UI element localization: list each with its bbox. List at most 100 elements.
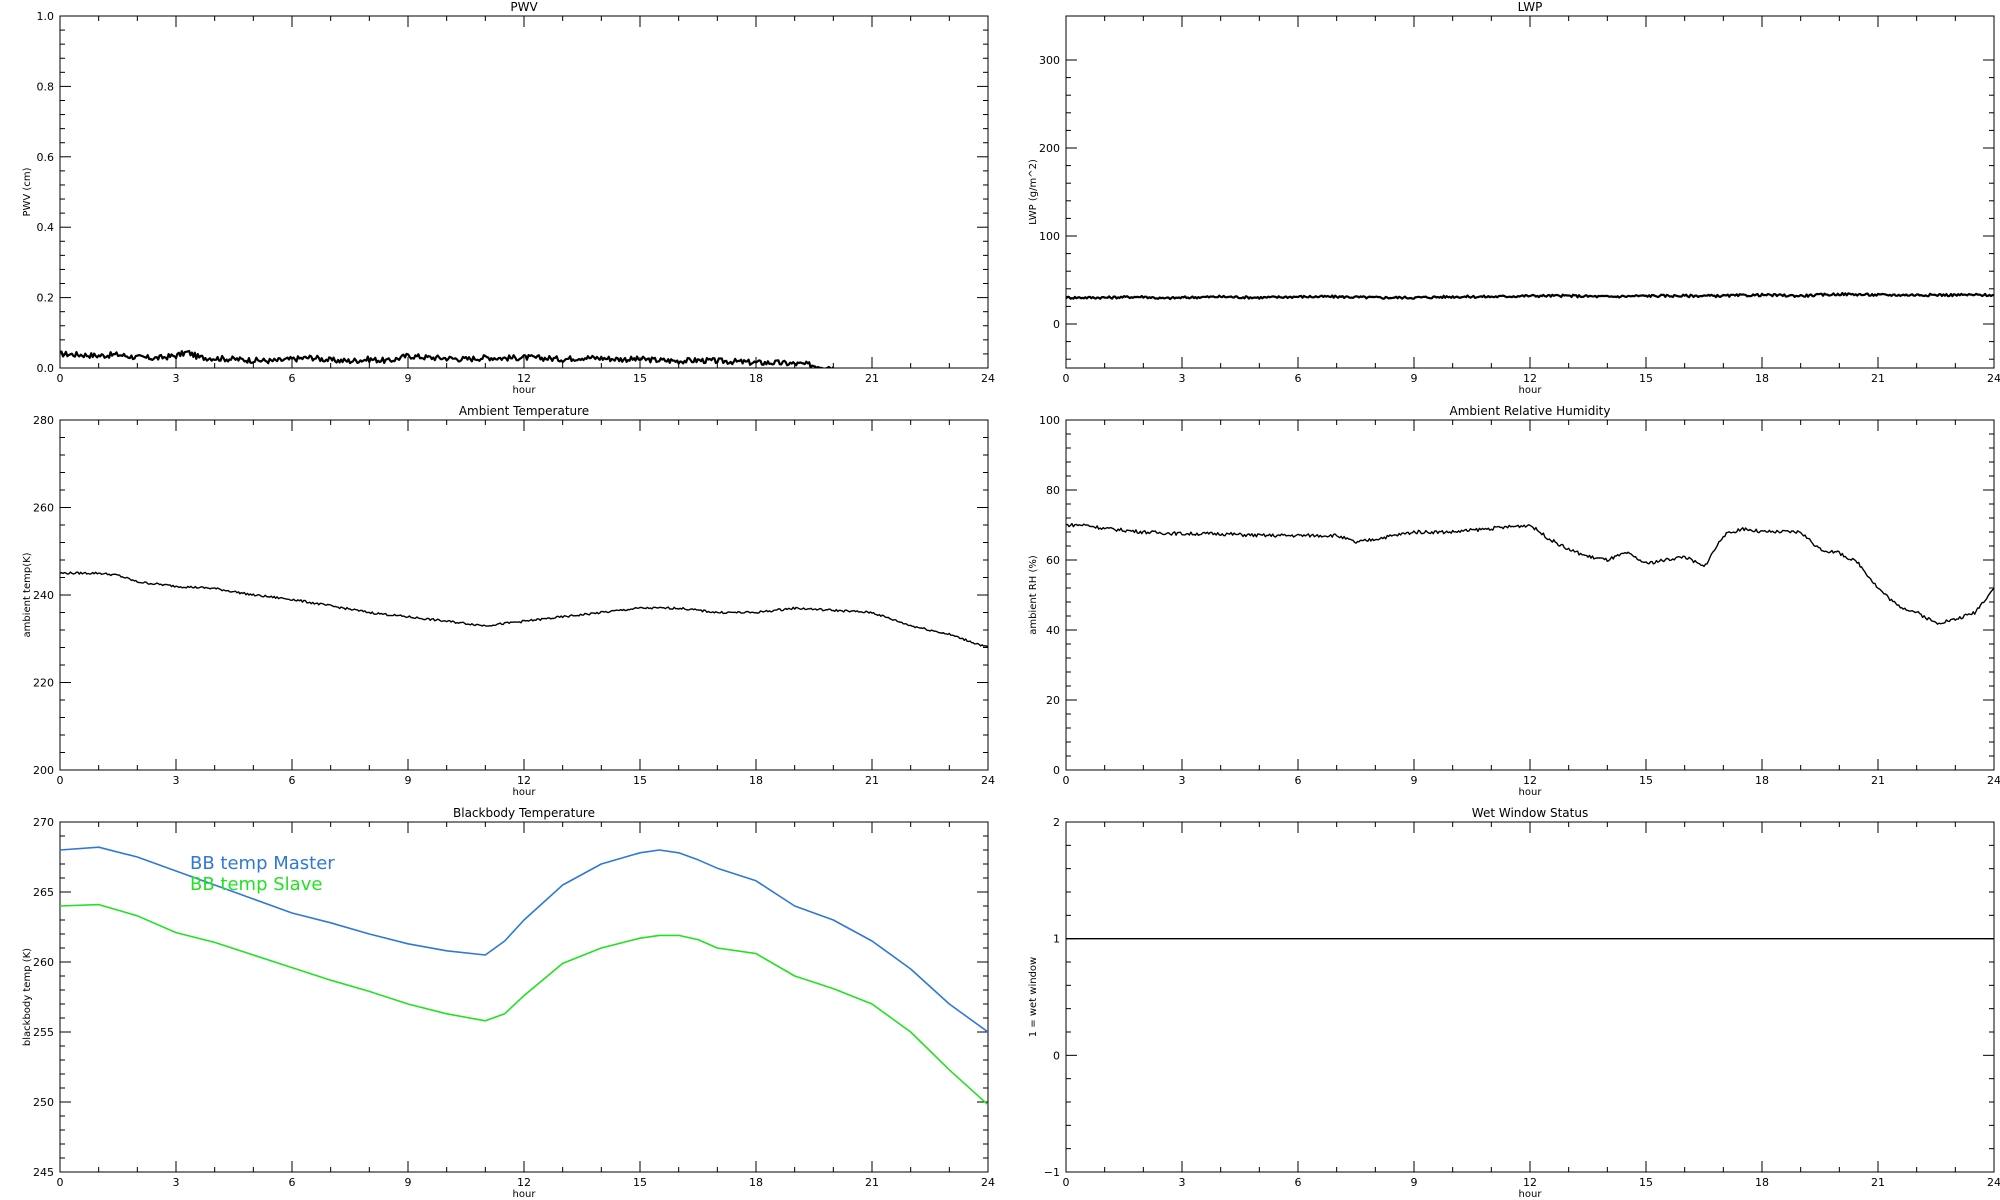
y-tick-label: 200 — [33, 764, 54, 777]
y-axis-label: 1 = wet window — [1028, 957, 1039, 1037]
x-tick-label: 9 — [1411, 372, 1418, 385]
plot-frame — [1065, 821, 1995, 1173]
series-line-0 — [60, 349, 835, 368]
x-tick-label: 24 — [981, 774, 995, 787]
x-tick-label: 12 — [1523, 774, 1537, 787]
y-tick-label: 240 — [33, 589, 54, 602]
x-tick-label: 0 — [1063, 372, 1070, 385]
x-tick-label: 9 — [405, 372, 412, 385]
x-tick-label: 0 — [1063, 774, 1070, 787]
y-axis-label: PWV (cm) — [22, 167, 33, 216]
x-tick-label: 15 — [633, 1176, 647, 1189]
x-tick-label: 24 — [1987, 372, 2000, 385]
x-tick-label: 6 — [1295, 774, 1302, 787]
x-tick-label: 18 — [1755, 774, 1769, 787]
x-tick-label: 21 — [1871, 774, 1885, 787]
x-axis-label: hour — [513, 787, 537, 798]
chart-title: PWV — [510, 0, 538, 14]
y-tick-label: 1 — [1053, 933, 1060, 946]
x-tick-label: 18 — [1755, 1176, 1769, 1189]
y-tick-label: 20 — [1046, 694, 1060, 707]
x-tick-label: 15 — [1639, 1176, 1653, 1189]
chart-panel-2: Ambient Temperature 0 3 6 9 12 15 18 21 24 hour 200… — [22, 404, 995, 798]
y-tick-label: 300 — [1039, 54, 1060, 67]
x-tick-label: 9 — [405, 1176, 412, 1189]
y-tick-label: 0.2 — [37, 292, 55, 305]
x-tick-label: 24 — [981, 1176, 995, 1189]
y-tick-label: 0 — [1053, 1049, 1060, 1062]
y-tick-label: 100 — [1039, 230, 1060, 243]
x-tick-label: 18 — [749, 1176, 763, 1189]
chart-panel-1: LWP 0 3 6 9 12 15 18 21 24 hour 0 100 200 300 LWP (g/m^… — [1028, 0, 2000, 396]
x-tick-label: 12 — [517, 774, 531, 787]
y-tick-label: 260 — [33, 956, 54, 969]
y-tick-label: 260 — [33, 502, 54, 515]
x-axis-label: hour — [1519, 1189, 1543, 1200]
x-tick-label: 21 — [865, 372, 879, 385]
series-line-0 — [1066, 522, 1994, 625]
y-tick-label: 2 — [1053, 816, 1060, 829]
x-tick-label: 6 — [289, 1176, 296, 1189]
x-tick-label: 24 — [1987, 774, 2000, 787]
x-tick-label: 3 — [173, 372, 180, 385]
plot-frame — [1065, 15, 1995, 369]
x-tick-label: 3 — [1179, 774, 1186, 787]
y-tick-label: 255 — [33, 1026, 54, 1039]
y-tick-label: 0.4 — [37, 221, 55, 234]
chart-title: Ambient Relative Humidity — [1450, 404, 1611, 418]
x-tick-label: 18 — [749, 774, 763, 787]
legend-entry: BB temp Slave — [190, 874, 322, 895]
x-tick-label: 18 — [1755, 372, 1769, 385]
x-tick-label: 0 — [57, 774, 64, 787]
chart-title: Wet Window Status — [1472, 806, 1588, 820]
y-tick-label: 100 — [1039, 414, 1060, 427]
x-axis-label: hour — [1519, 385, 1543, 396]
series-line-0 — [60, 571, 988, 648]
chart-title: Ambient Temperature — [459, 404, 589, 418]
x-tick-label: 12 — [1523, 1176, 1537, 1189]
x-tick-label: 0 — [1063, 1176, 1070, 1189]
y-tick-label: 265 — [33, 886, 54, 899]
series-line-0 — [1066, 291, 1994, 301]
y-axis-label: blackbody temp (K) — [22, 948, 33, 1046]
y-tick-label: −1 — [1044, 1166, 1060, 1179]
plot-frame — [1065, 419, 1995, 771]
x-tick-label: 15 — [633, 774, 647, 787]
x-tick-label: 6 — [289, 774, 296, 787]
y-tick-label: 0.8 — [37, 80, 55, 93]
plot-frame — [59, 15, 989, 369]
y-tick-label: 280 — [33, 414, 54, 427]
x-axis-label: hour — [513, 1189, 537, 1200]
y-axis-label: LWP (g/m^2) — [1028, 159, 1039, 225]
chart-panel-3: Ambient Relative Humidity 0 3 6 9 12 15 18 21 24 h… — [1028, 404, 2000, 798]
x-axis-label: hour — [1519, 787, 1543, 798]
x-tick-label: 24 — [1987, 1176, 2000, 1189]
x-tick-label: 21 — [865, 774, 879, 787]
x-tick-label: 6 — [1295, 1176, 1302, 1189]
y-tick-label: 0 — [1053, 318, 1060, 331]
x-tick-label: 3 — [173, 1176, 180, 1189]
x-tick-label: 3 — [1179, 1176, 1186, 1189]
x-tick-label: 9 — [1411, 774, 1418, 787]
chart-panel-0: PWV 0 3 6 9 12 15 18 21 24 hour 0.0 0.2 0.4 0.6 0.8 1.0 P… — [22, 0, 995, 396]
y-tick-label: 200 — [1039, 142, 1060, 155]
x-tick-label: 3 — [1179, 372, 1186, 385]
x-tick-label: 18 — [749, 372, 763, 385]
x-tick-label: 21 — [865, 1176, 879, 1189]
x-tick-label: 9 — [1411, 1176, 1418, 1189]
y-axis-label: ambient RH (%) — [1028, 555, 1039, 635]
x-tick-label: 15 — [1639, 372, 1653, 385]
x-tick-label: 6 — [289, 372, 296, 385]
y-tick-label: 80 — [1046, 484, 1060, 497]
x-tick-label: 9 — [405, 774, 412, 787]
x-tick-label: 0 — [57, 372, 64, 385]
y-tick-label: 245 — [33, 1166, 54, 1179]
x-tick-label: 24 — [981, 372, 995, 385]
y-tick-label: 1.0 — [37, 10, 55, 23]
x-tick-label: 15 — [1639, 774, 1653, 787]
y-tick-label: 0.0 — [37, 362, 55, 375]
y-tick-label: 270 — [33, 816, 54, 829]
y-tick-label: 0 — [1053, 764, 1060, 777]
